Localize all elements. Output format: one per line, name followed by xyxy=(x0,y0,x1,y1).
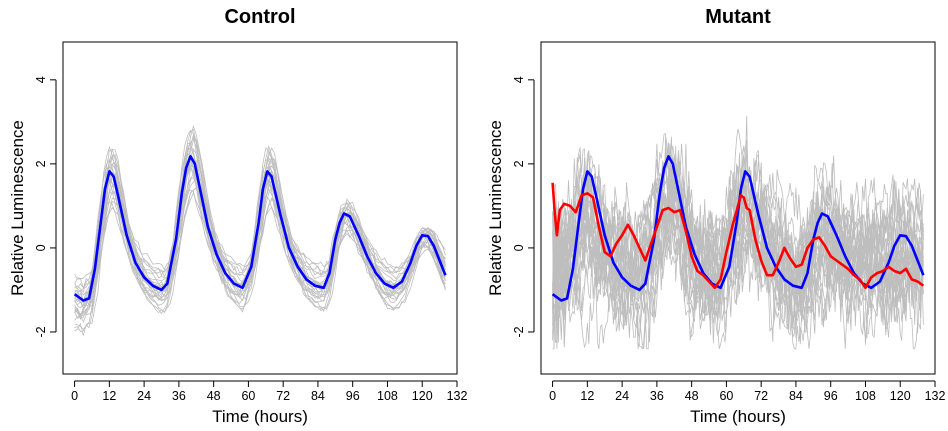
control-plot-frame xyxy=(62,41,458,375)
mutant-series-layer xyxy=(551,155,925,302)
mutant-chart-title: Mutant xyxy=(705,6,771,28)
control-replicate-trace xyxy=(74,129,446,320)
mutant-x-tick-label: 72 xyxy=(754,389,768,403)
mutant-replicate-trace xyxy=(552,136,924,349)
control-x-tick-label: 60 xyxy=(241,389,255,403)
control-x-tick-label: 0 xyxy=(71,389,78,403)
mutant-x-axis: 0 12 24 36 48 60 72 84 96 108 120 132 xyxy=(549,380,946,403)
control-y-axis: -2 0 2 4 xyxy=(34,76,57,338)
mutant-y-tick-label: 0 xyxy=(512,244,526,251)
control-replicate-trace xyxy=(74,138,446,332)
control-x-tick-label: 48 xyxy=(207,389,221,403)
control-chart-title: Control xyxy=(224,6,295,28)
control-x-axis: 0 12 24 36 48 60 72 84 96 108 120 132 xyxy=(71,380,468,403)
control-x-tick-label: 84 xyxy=(311,389,325,403)
control-panel: Control 0 12 24 36 48 60 72 84 96 108 120 132 -2024… xyxy=(8,6,467,426)
mutant-replicate-trace xyxy=(552,169,924,349)
control-blue-series-line xyxy=(73,155,447,302)
control-y-tick-label: 2 xyxy=(34,160,48,167)
mutant-replicate-trace xyxy=(552,133,924,350)
mutant-y-axis-label: Relative Luminescence xyxy=(486,120,505,296)
control-y-axis-label: Relative Luminescence xyxy=(8,120,27,296)
control-x-tick-label: 36 xyxy=(172,389,186,403)
mutant-x-tick-label: 36 xyxy=(650,389,664,403)
control-x-tick-label: 120 xyxy=(412,389,433,403)
control-x-tick-label: 108 xyxy=(377,389,398,403)
mutant-x-tick-label: 0 xyxy=(549,389,556,403)
control-x-tick-label: 24 xyxy=(137,389,151,403)
mutant-x-axis-label: Time (hours) xyxy=(690,407,786,426)
control-series-layer xyxy=(73,155,447,302)
mutant-red-series-line xyxy=(551,182,925,290)
mutant-plot-frame xyxy=(540,41,936,375)
mutant-x-tick-label: 24 xyxy=(615,389,629,403)
control-y-tick-label: 0 xyxy=(34,244,48,251)
mutant-panel: Mutant 0 12 24 36 48 60 72 84 96 108 120 132 -2024 … xyxy=(486,6,945,426)
control-y-tick-label: -2 xyxy=(34,326,48,337)
mutant-y-tick-label: -2 xyxy=(512,326,526,337)
control-background-traces xyxy=(74,124,446,336)
control-y-tick-label: 4 xyxy=(34,76,48,83)
mutant-y-axis: -2 0 2 4 xyxy=(512,76,535,338)
mutant-x-tick-label: 132 xyxy=(925,389,946,403)
mutant-x-tick-label: 96 xyxy=(824,389,838,403)
mutant-x-tick-label: 108 xyxy=(855,389,876,403)
mutant-x-tick-label: 12 xyxy=(580,389,594,403)
control-x-tick-label: 96 xyxy=(346,389,360,403)
control-x-tick-label: 132 xyxy=(447,389,468,403)
mutant-background-traces xyxy=(552,115,924,350)
mutant-x-tick-label: 60 xyxy=(719,389,733,403)
control-x-tick-label: 12 xyxy=(102,389,116,403)
control-x-tick-label: 72 xyxy=(276,389,290,403)
mutant-replicate-trace xyxy=(552,143,924,343)
mutant-x-tick-label: 84 xyxy=(789,389,803,403)
mutant-y-tick-label: 4 xyxy=(512,76,526,83)
mutant-x-tick-label: 120 xyxy=(890,389,911,403)
mutant-y-tick-label: 2 xyxy=(512,160,526,167)
control-x-axis-label: Time (hours) xyxy=(212,407,308,426)
mutant-x-tick-label: 48 xyxy=(685,389,699,403)
